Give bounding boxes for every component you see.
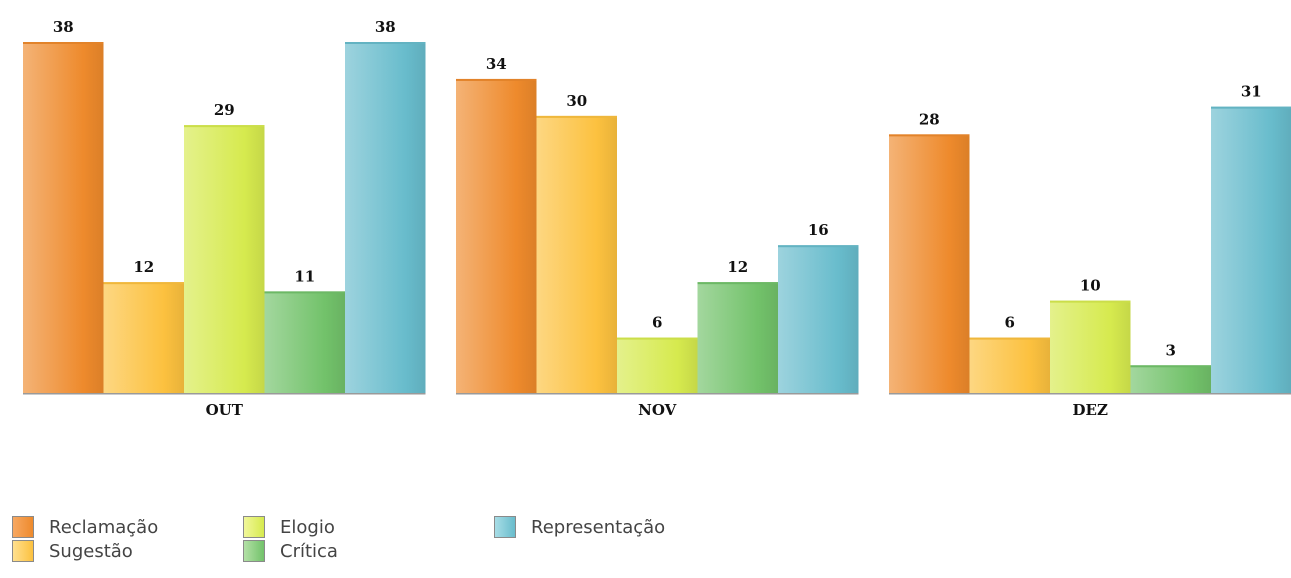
category-label-dez: DEZ [1073,401,1108,419]
bar-nov-elogio [617,337,698,393]
bar-dez-elogio [1050,300,1131,393]
group-baseline [456,393,859,395]
value-label-out-representacao: 38 [375,18,396,36]
bar-out-reclamacao [23,42,104,393]
bar-top-edge [103,282,184,285]
legend-label-critica: Crítica [280,540,338,562]
bar-dez-reclamacao [889,134,970,394]
category-label-nov: NOV [638,401,677,419]
legend-swatch-reclamacao [12,516,34,538]
value-label-out-critica: 11 [294,267,315,285]
group-baseline [889,393,1291,395]
bar-out-elogio [184,125,265,393]
legend-label-reclamacao: Reclamação [49,516,159,538]
bar-chart: 38 12 29 11 38 34 30 6 12 16 28 6 10 3 31 OUT NOV DEZ [23,18,1291,419]
value-label-dez-sugestao: 6 [1005,314,1015,332]
bar-top-edge [1050,300,1131,303]
value-label-out-elogio: 29 [214,101,235,119]
value-label-nov-representacao: 16 [808,221,829,239]
value-label-dez-representacao: 31 [1241,83,1262,101]
legend-swatch-elogio [243,516,265,538]
bar-top-edge [617,337,698,340]
legend-item-sugestao: Sugestão [12,538,133,564]
value-label-dez-critica: 3 [1166,341,1176,359]
group-baseline [23,393,426,395]
bar-nov-representacao [778,245,859,393]
bar-dez-sugestao [969,337,1050,393]
legend-label-elogio: Elogio [280,516,335,538]
bar-top-edge [889,134,970,137]
value-label-out-reclamacao: 38 [53,18,74,36]
bar-dez-critica [1130,365,1211,393]
bar-dez-representacao [1211,106,1291,393]
value-label-nov-critica: 12 [727,258,748,276]
legend-item-elogio: Elogio [243,514,335,540]
value-label-nov-elogio: 6 [652,314,662,332]
bar-out-critica [264,291,345,393]
legend-item-representacao: Representação [494,514,665,540]
bar-top-edge [23,42,104,44]
bar-top-edge [264,291,345,294]
value-label-dez-elogio: 10 [1080,277,1101,295]
bar-nov-sugestao [536,115,617,393]
bars-layer: 38 12 29 11 38 34 30 6 12 16 28 6 10 3 31 [23,18,1291,394]
bar-top-edge [778,245,859,248]
category-label-out: OUT [206,401,244,419]
value-label-nov-reclamacao: 34 [486,55,507,73]
bar-top-edge [1130,365,1211,368]
bar-top-edge [1211,106,1291,109]
legend-item-reclamacao: Reclamação [12,514,158,540]
legend-label-sugestao: Sugestão [49,540,133,562]
legend-label-representacao: Representação [531,516,666,538]
bar-top-edge [456,78,537,81]
bar-out-representacao [345,42,426,393]
bar-top-edge [184,125,265,128]
bar-top-edge [345,42,426,44]
legend-swatch-representacao [494,516,516,538]
legend-item-critica: Crítica [243,538,338,564]
bar-nov-critica [697,282,778,393]
bar-top-edge [697,282,778,285]
bar-out-sugestao [103,282,184,393]
bar-nov-reclamacao [456,78,537,394]
legend: Reclamação Sugestão Elogio Crítica Repre… [12,514,772,574]
category-axis: OUT NOV DEZ [23,393,1291,419]
value-label-out-sugestao: 12 [133,258,154,276]
legend-swatch-sugestao [12,540,34,562]
bar-top-edge [969,337,1050,340]
value-label-dez-reclamacao: 28 [919,110,940,128]
bar-top-edge [536,115,617,118]
legend-swatch-critica [243,540,265,562]
value-label-nov-sugestao: 30 [566,92,587,110]
